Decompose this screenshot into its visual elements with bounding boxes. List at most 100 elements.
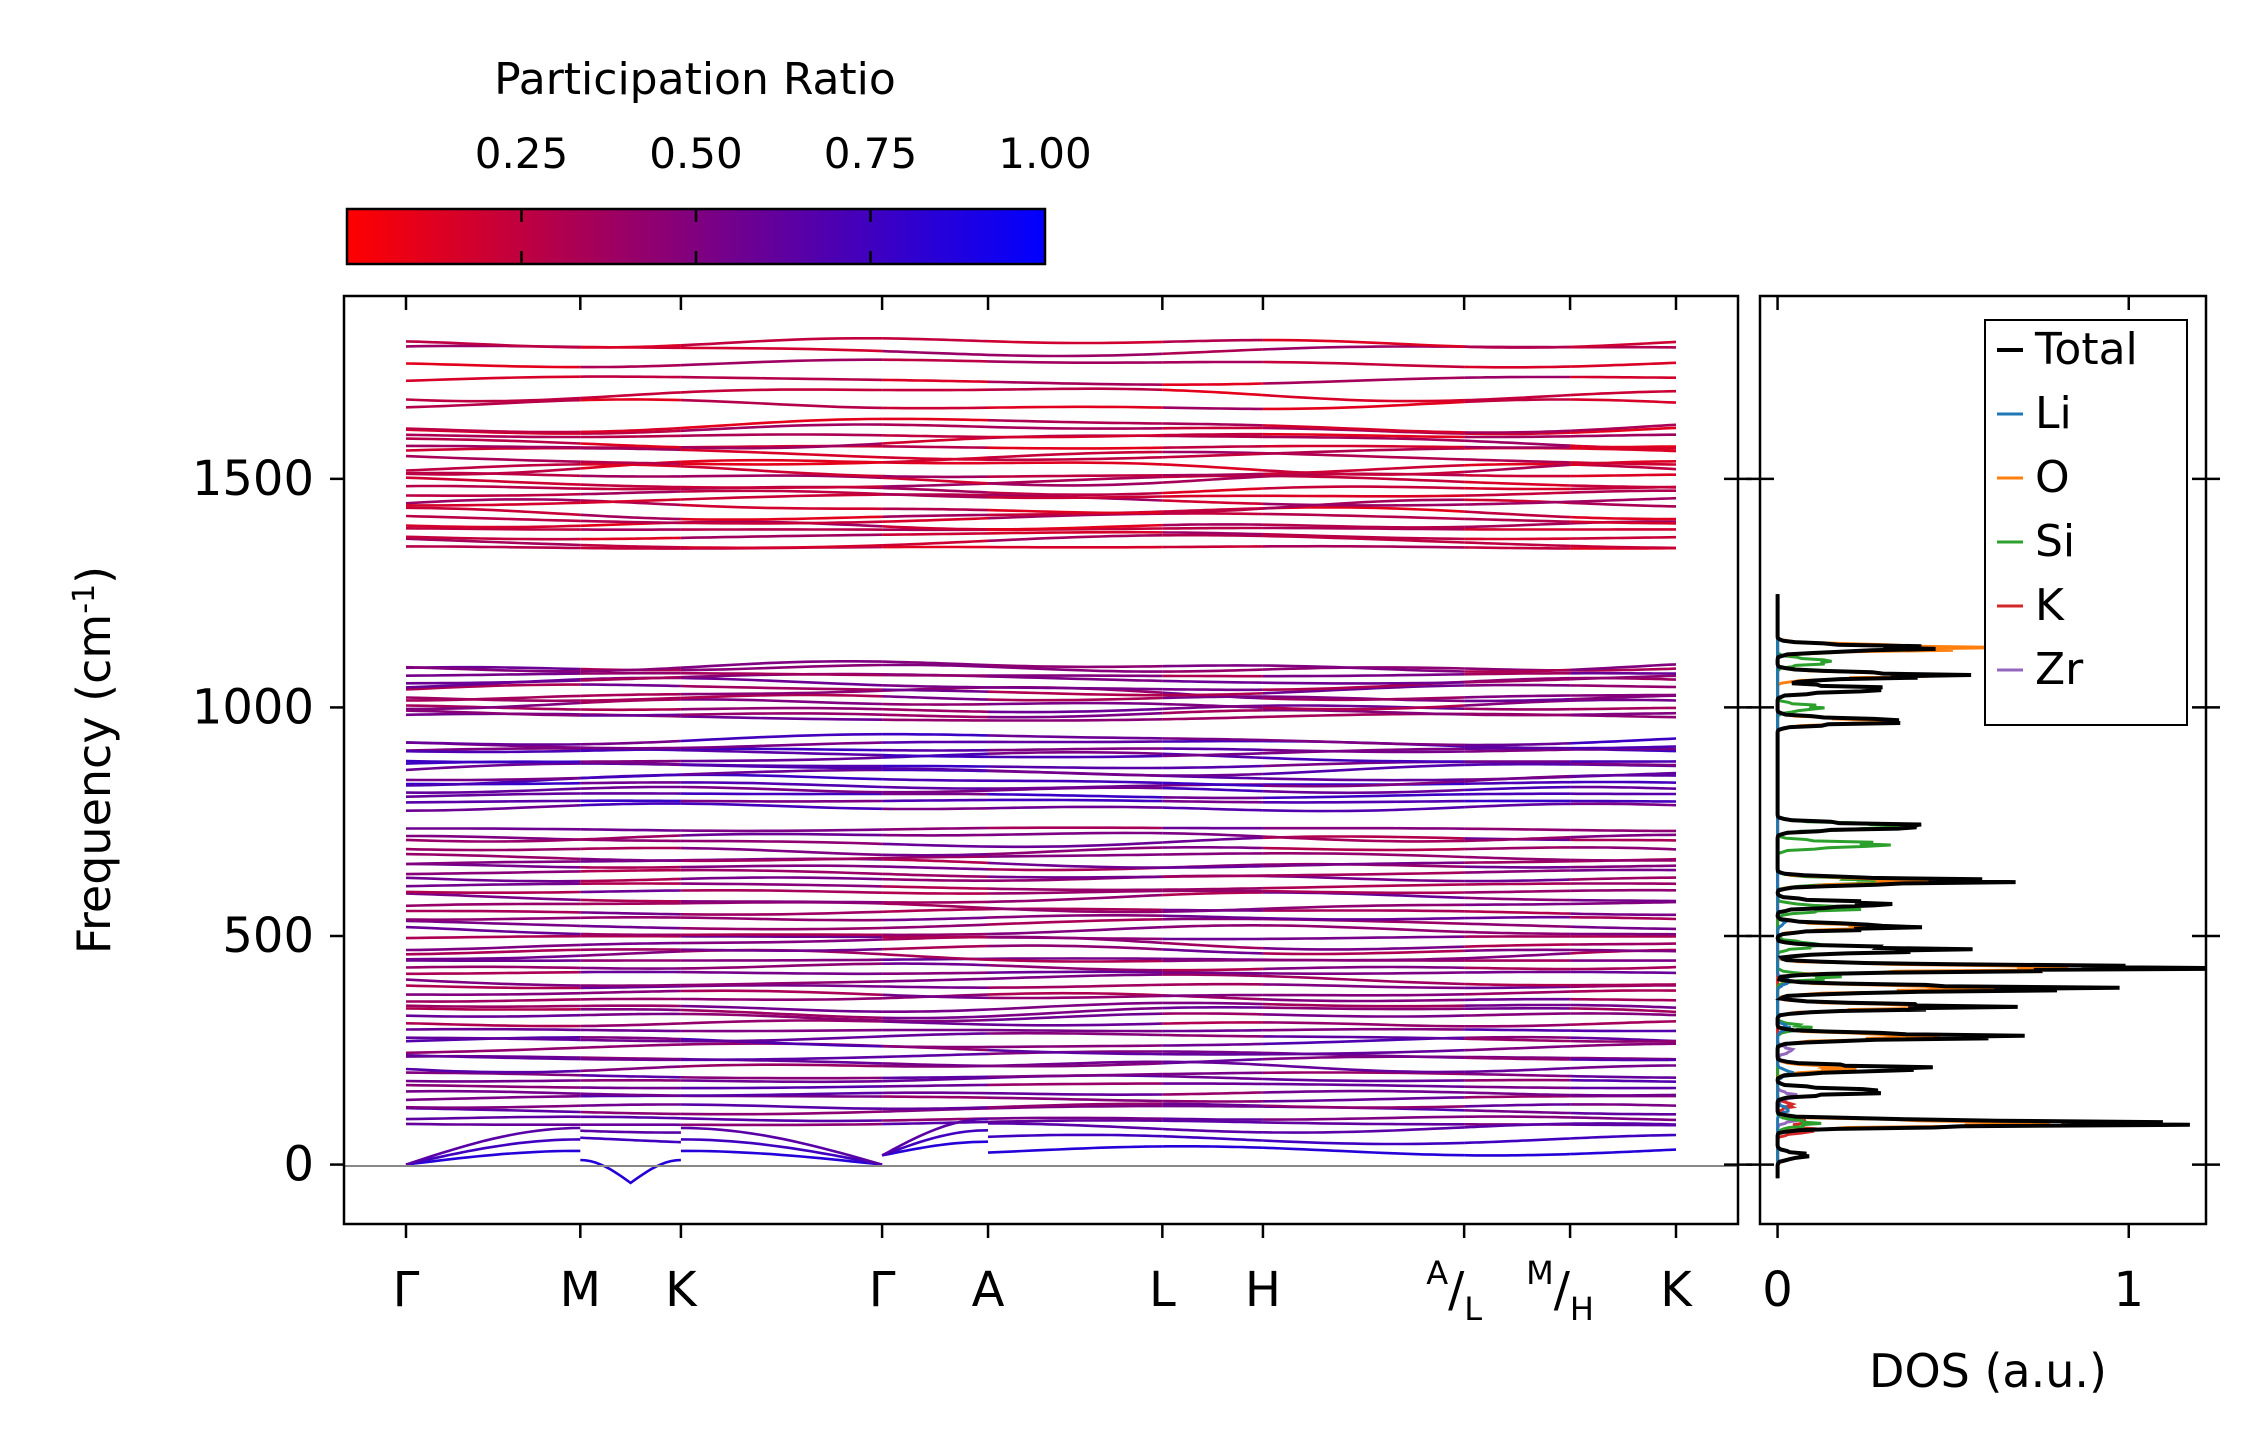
colorbar-tick-label: 0.25 — [475, 129, 569, 178]
phonon-band — [1464, 970, 1571, 974]
phonon-band — [580, 483, 681, 489]
phonon-band — [1464, 915, 1571, 920]
phonon-band — [1162, 948, 1263, 955]
phonon-band — [1162, 709, 1263, 715]
phonon-band — [680, 698, 883, 706]
phonon-band — [987, 906, 1163, 914]
phonon-band — [580, 675, 681, 682]
phonon-band — [987, 352, 1163, 358]
phonon-band — [1570, 361, 1677, 368]
phonon-band — [882, 902, 989, 910]
phonon-band — [882, 777, 988, 783]
phonon-band — [1464, 697, 1571, 703]
phonon-band — [1262, 494, 1465, 498]
phonon-band — [405, 1046, 581, 1055]
phonon-band — [1162, 799, 1263, 804]
phonon-band — [405, 537, 581, 547]
phonon-band — [1162, 499, 1263, 506]
phonon-band — [882, 1120, 989, 1126]
phonon-band — [1570, 989, 1676, 993]
phonon-band — [1464, 748, 1571, 753]
phonon-band — [680, 910, 883, 916]
phonon-band — [405, 446, 581, 452]
phonon-band — [1162, 914, 1263, 920]
phonon-band — [1262, 673, 1465, 678]
phonon-band — [1262, 826, 1465, 830]
phonon-band — [882, 378, 989, 384]
phonon-band — [405, 943, 581, 952]
phonon-band — [580, 708, 681, 712]
phonon-band — [1570, 1116, 1677, 1122]
phonon-band — [680, 839, 883, 846]
phonon-band — [1570, 898, 1677, 903]
phonon-band — [1464, 902, 1571, 907]
phonon-band — [405, 362, 581, 369]
phonon-band — [680, 1004, 883, 1013]
phonon-band — [1464, 1003, 1571, 1007]
phonon-band — [405, 524, 581, 529]
phonon-band — [1464, 835, 1571, 843]
phonon-band — [882, 916, 989, 922]
phonon-band — [405, 776, 581, 782]
phonon-band — [1262, 916, 1465, 921]
phonon-band — [1162, 970, 1263, 975]
phonon-band — [882, 785, 988, 790]
phonon-band — [680, 375, 883, 382]
phonon-band — [1570, 864, 1677, 869]
phonon-band — [405, 437, 581, 445]
phonon-band — [1262, 945, 1465, 951]
acoustic-band — [680, 1149, 883, 1166]
phonon-band — [882, 434, 989, 439]
phonon-band — [1464, 398, 1571, 404]
phonon-band — [882, 952, 989, 961]
phonon-band — [680, 689, 883, 696]
phonon-band — [1464, 1103, 1571, 1108]
phonon-band — [987, 893, 1163, 904]
phonon-band — [1464, 462, 1571, 467]
phonon-band — [882, 807, 989, 811]
phonon-band — [1464, 1072, 1571, 1078]
phonon-band — [1162, 781, 1263, 787]
phonon-band — [680, 882, 883, 888]
legend-label-si: Si — [2035, 516, 2075, 567]
phonon-band — [1262, 1027, 1465, 1032]
phonon-band — [1162, 941, 1263, 950]
phonon-band — [580, 543, 681, 549]
phonon-band — [1464, 683, 1571, 687]
phonon-band — [1262, 485, 1465, 490]
phonon-band — [1464, 785, 1571, 792]
phonon-band — [680, 520, 883, 525]
high-symmetry-label: K — [1660, 1262, 1693, 1318]
phonon-band — [680, 676, 883, 687]
phonon-band — [987, 936, 1163, 941]
phonon-band — [1464, 997, 1571, 1002]
acoustic-band — [881, 1129, 989, 1157]
phonon-band — [405, 847, 581, 852]
phonon-band — [882, 993, 989, 1000]
phonon-band — [1262, 1089, 1465, 1094]
phonon-band — [1162, 472, 1263, 477]
phonon-band — [988, 433, 1163, 439]
colorbar-tick-label: 0.50 — [649, 129, 743, 178]
phonon-band — [1162, 523, 1263, 527]
acoustic-band — [1262, 1139, 1465, 1146]
phonon-band — [1262, 1077, 1465, 1083]
phonon-band — [680, 1012, 883, 1022]
phonon-band — [680, 1055, 883, 1062]
phonon-band — [1570, 698, 1677, 702]
phonon-band — [1262, 664, 1465, 673]
phonon-band — [1262, 998, 1465, 1003]
phonon-band — [580, 426, 681, 434]
phonon-band — [882, 474, 988, 479]
phonon-band — [987, 475, 1163, 485]
phonon-band — [882, 872, 989, 878]
acoustic-band — [987, 1122, 1163, 1131]
phonon-band — [405, 902, 581, 908]
phonon-band — [405, 1027, 581, 1032]
phonon-band — [1162, 338, 1263, 344]
phonon-band — [405, 916, 581, 922]
phonon-band — [1570, 433, 1676, 438]
phonon-band — [1262, 544, 1465, 549]
phonon-band — [1570, 997, 1677, 1002]
phonon-band — [580, 924, 681, 930]
